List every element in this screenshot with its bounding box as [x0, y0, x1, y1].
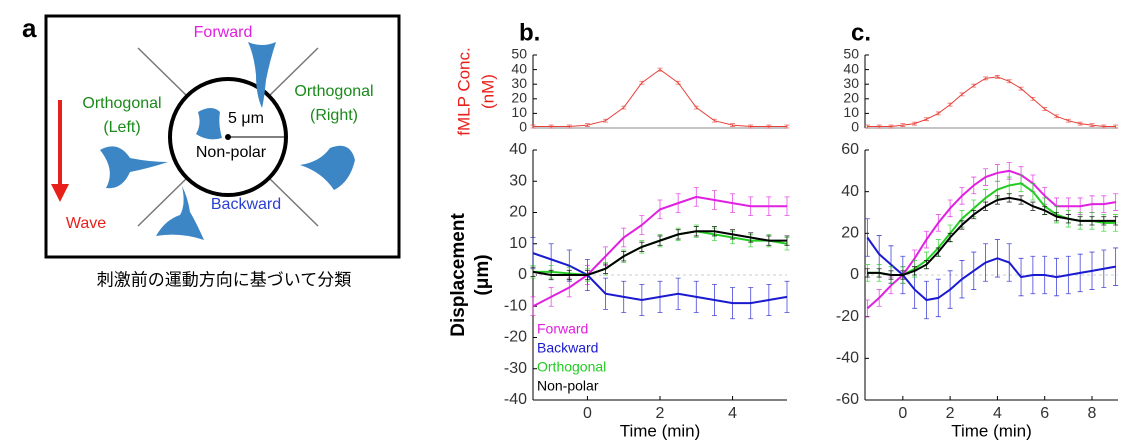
x-tick-label: 0	[898, 405, 907, 422]
y-tick-label: 0	[850, 266, 859, 283]
y-axis-label: fMLP Conc.	[454, 47, 473, 136]
y-tick-label: 20	[509, 204, 527, 221]
y-axis-label: (nM)	[478, 74, 497, 109]
error-bar	[1113, 124, 1119, 129]
label-forward: Forward	[194, 24, 253, 41]
label-non-polar: Non-polar	[196, 144, 267, 161]
series-line	[532, 230, 787, 276]
y-tick-label: -40	[836, 350, 859, 367]
series-line	[532, 252, 788, 305]
label-orthogonal-left: Orthogonal	[82, 95, 161, 112]
y-axis-label: Displacement	[448, 213, 469, 337]
y-tick-label: -20	[504, 329, 527, 346]
y-tick-label: 0	[518, 266, 527, 283]
cell-right	[300, 145, 355, 190]
y-tick-label: 30	[511, 75, 527, 91]
y-tick-label: 20	[843, 90, 859, 106]
y-tick-label: 40	[843, 60, 859, 76]
y-tick-label: -30	[504, 360, 527, 377]
y-tick-label: 20	[511, 90, 527, 106]
cell-forward	[248, 42, 276, 108]
label-orthogonal-right: Orthogonal	[294, 83, 373, 100]
legend-entry: Orthogonal	[537, 359, 606, 375]
y-tick-label: 30	[843, 75, 859, 91]
label-backward: Backward	[211, 196, 281, 213]
x-tick-label: 0	[583, 405, 592, 422]
y-tick-label: 40	[509, 141, 527, 158]
cell-inner	[196, 108, 222, 140]
y-tick-label: 50	[843, 46, 859, 62]
error-bar	[1113, 247, 1119, 286]
x-axis-label: Time (min)	[620, 421, 701, 440]
y-tick-label: -60	[836, 391, 859, 408]
legend-entry: Forward	[537, 321, 588, 337]
y-tick-label: 0	[519, 119, 527, 135]
cell-left	[100, 146, 168, 189]
x-tick-label: 2	[656, 405, 665, 422]
legend-entry: Backward	[537, 340, 598, 356]
sector-lines	[137, 47, 319, 227]
panel-label: a	[22, 13, 37, 43]
y-tick-label: 0	[851, 119, 859, 135]
x-tick-label: 2	[946, 405, 955, 422]
y-tick-label: 40	[511, 60, 527, 76]
center-dot	[225, 134, 231, 140]
series-line	[866, 169, 1116, 310]
y-tick-label: 50	[511, 46, 527, 62]
series-line	[866, 236, 1116, 302]
y-tick-label: 30	[509, 172, 527, 189]
label-wave: Wave	[66, 215, 106, 232]
y-tick-label: 10	[511, 104, 527, 120]
y-tick-label: -40	[504, 391, 527, 408]
y-axis-label: (μm)	[472, 254, 493, 295]
cell-backward	[156, 186, 204, 240]
legend-entry: Non-polar	[537, 378, 599, 394]
panel-label: c.	[851, 19, 871, 46]
label-scale: 5 μm	[228, 110, 264, 127]
x-tick-label: 4	[993, 405, 1002, 422]
y-tick-label: 40	[841, 183, 859, 200]
panel-label: b.	[519, 19, 540, 46]
diagram-frame	[44, 14, 401, 259]
series-line	[867, 76, 1116, 128]
wave-arrowhead	[51, 184, 69, 202]
error-bar	[1113, 216, 1119, 226]
series-line	[867, 196, 1116, 276]
caption: 刺激前の運動方向に基づいて分類	[97, 270, 352, 289]
x-axis-label: Time (min)	[951, 421, 1032, 440]
error-bar	[1113, 193, 1119, 211]
x-tick-label: 6	[1040, 405, 1049, 422]
series-line	[533, 68, 787, 128]
y-tick-label: 60	[841, 141, 859, 158]
y-tick-label: -20	[836, 308, 859, 325]
y-tick-label: 10	[843, 104, 859, 120]
y-tick-label: 10	[509, 235, 527, 252]
series-line	[532, 195, 787, 308]
label-orthogonal-left: (Left)	[103, 119, 140, 136]
y-tick-label: -10	[504, 297, 527, 314]
label-orthogonal-right: (Right)	[310, 107, 358, 124]
y-tick-label: 20	[841, 225, 859, 242]
x-tick-label: 4	[728, 405, 737, 422]
x-tick-label: 8	[1088, 405, 1097, 422]
